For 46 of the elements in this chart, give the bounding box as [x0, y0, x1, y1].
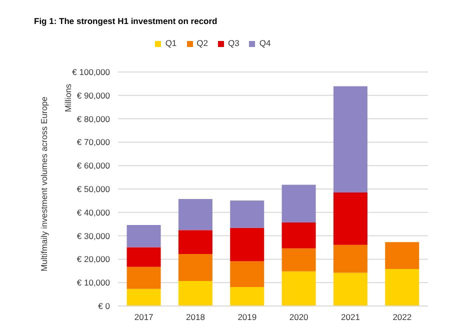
- y-tick-label: € 50,000: [76, 184, 110, 194]
- bar: [333, 86, 368, 193]
- bar: [230, 200, 264, 228]
- bar: [126, 225, 161, 248]
- text: Millions: [63, 84, 73, 112]
- x-tick-label: 2018: [186, 312, 206, 322]
- bar: [282, 248, 316, 272]
- legend-label: Q1: [165, 38, 177, 48]
- bar: [333, 272, 368, 306]
- bar: [178, 280, 212, 306]
- y-tick-label: € 0: [98, 301, 110, 312]
- bar: [282, 222, 316, 248]
- x-tick-label: 2020: [289, 312, 309, 322]
- chart-title: Fig 1: The strongest H1 investment on record: [34, 16, 218, 26]
- x-tick-label: 2017: [134, 312, 154, 322]
- bar: [126, 247, 161, 267]
- bar: [333, 244, 368, 273]
- legend-label: Q3: [228, 38, 240, 48]
- bar: [178, 254, 212, 281]
- legend-label: Q4: [259, 38, 271, 48]
- bar: [178, 199, 212, 230]
- bar: [333, 192, 368, 245]
- x-tick-label: 2019: [238, 312, 257, 322]
- y-tick-label: € 30,000: [76, 230, 110, 241]
- bar: [178, 230, 212, 254]
- y-tick-label: € 80,000: [76, 114, 110, 124]
- y-tick-label: € 90,000: [76, 90, 110, 100]
- bar: [230, 261, 264, 288]
- y-tick-label: € 10,000: [76, 278, 110, 288]
- bar: [126, 288, 161, 306]
- y-tick-label: € 60,000: [76, 160, 110, 171]
- y-tick-label: € 20,000: [76, 254, 110, 264]
- x-tick-label: 2022: [392, 312, 412, 322]
- bar: [230, 228, 264, 262]
- bar: [230, 287, 264, 306]
- bar: [385, 269, 420, 306]
- x-tick-label: 2021: [341, 312, 360, 322]
- y-tick-label: € 100,000: [72, 67, 110, 78]
- legend-label: Q2: [196, 38, 208, 48]
- bar: [282, 184, 316, 222]
- bar: [282, 271, 316, 306]
- y-tick-label: € 40,000: [76, 207, 110, 218]
- y-tick-label: € 70,000: [76, 137, 110, 148]
- bar: [126, 266, 161, 289]
- bar: [385, 242, 420, 270]
- y-axis-title: Multifmaily investment volumes across Europe: [39, 96, 49, 272]
